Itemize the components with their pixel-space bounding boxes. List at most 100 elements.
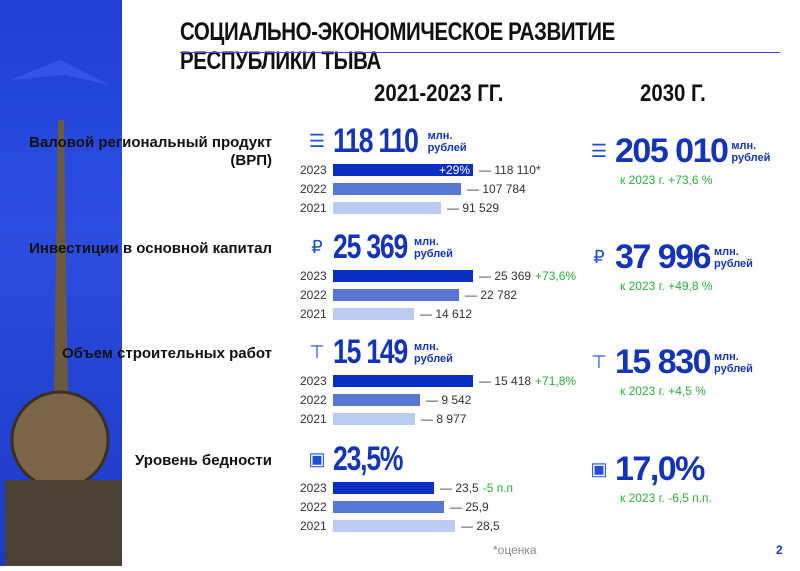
bar <box>333 270 473 282</box>
bar <box>333 183 461 195</box>
bar-year: 2023 <box>300 374 327 388</box>
bar-value: 9 542 <box>441 393 472 407</box>
bar-value: 23,5 <box>455 481 479 495</box>
bar-year: 2022 <box>300 500 327 514</box>
bar <box>333 482 434 494</box>
unit-line1: млн. <box>414 340 439 353</box>
current-value-number: 118 110 <box>333 122 419 160</box>
current-value-number: 25 369 <box>333 228 408 266</box>
current-value: ⊤ 15 149 млн. рублей <box>305 333 453 372</box>
unit-line1: млн. <box>714 350 739 363</box>
bar-row: 2021 — 91 529 <box>300 201 500 215</box>
unit-line1: млн. <box>731 139 757 152</box>
bar-row: 2023 — 25 369 +73,6% <box>300 269 577 283</box>
target-value: ☰ 205 010 млн. рублей к 2023 г. +73,6 % <box>587 132 770 187</box>
bar-row: 2021 — 28,5 <box>300 519 500 533</box>
target-comparison: к 2023 г. +4,5 % <box>620 384 706 398</box>
bar-year: 2021 <box>300 519 327 533</box>
bar-row: 2022 — 25,9 <box>300 500 489 514</box>
bar-year: 2022 <box>300 182 327 196</box>
bar: +29% <box>333 163 473 177</box>
bar <box>333 394 420 406</box>
indicator-section: Валовой региональный продукт (ВРП) ☰ 118… <box>0 122 800 222</box>
crane-icon: ⊤ <box>309 342 325 362</box>
bar-row: 2021 — 14 612 <box>300 307 473 321</box>
wallet-icon: ▣ <box>308 449 326 469</box>
bar-value: 25,9 <box>465 500 489 514</box>
footnote: *оценка <box>493 543 537 557</box>
unit-line1: млн. <box>414 235 439 248</box>
bar-value: 14 612 <box>435 307 473 321</box>
bar-value: 22 782 <box>480 288 518 302</box>
indicator-label: Инвестиции в основной капитал <box>29 240 272 257</box>
unit-line2: рублей <box>714 362 753 375</box>
indicator-label: Уровень бедности <box>135 452 272 469</box>
indicator-section: Инвестиции в основной капитал ₽ 25 369 м… <box>0 228 800 328</box>
page-title: СОЦИАЛЬНО-ЭКОНОМИЧЕСКОЕ РАЗВИТИЕ РЕСПУБЛ… <box>180 18 615 75</box>
current-value: ☰ 118 110 млн. рублей <box>305 122 467 161</box>
bar-row: 2023 — 23,5 -5 п.п <box>300 481 514 495</box>
bar-growth: -5 п.п <box>482 481 514 495</box>
coins-icon: ☰ <box>590 141 608 161</box>
bar-year: 2023 <box>300 481 327 495</box>
current-value-number: 23,5% <box>333 440 404 478</box>
indicator-label: Валовой региональный продукт (ВРП) <box>29 134 272 169</box>
bar-year: 2021 <box>300 307 327 321</box>
title-divider <box>180 52 780 53</box>
bar-value: 25 369 <box>494 269 532 283</box>
bar-value: 28,5 <box>476 519 500 533</box>
ruble-icon: ₽ <box>311 237 323 257</box>
indicator-section: Объем строительных работ ⊤ 15 149 млн. ру… <box>0 333 800 433</box>
bar-value: 118 110* <box>494 163 541 177</box>
bar-row: 2023 — 15 418 +71,8% <box>300 374 577 388</box>
unit-line2: рублей <box>427 141 467 154</box>
target-value: ⊤ 15 830 млн. рублей к 2023 г. +4,5 % <box>587 343 753 398</box>
target-value-number: 205 010 <box>615 132 729 170</box>
bar-growth: +71,8% <box>535 374 577 388</box>
monument-illustration <box>5 60 122 566</box>
bar <box>333 520 455 532</box>
bar <box>333 413 415 425</box>
bar-row: 2022 — 107 784 <box>300 182 526 196</box>
target-value: ▣ 17,0% к 2023 г. -6,5 п.п. <box>587 450 712 505</box>
bar-year: 2022 <box>300 393 327 407</box>
bar-value: 107 784 <box>482 182 526 196</box>
bar-year: 2021 <box>300 412 327 426</box>
indicator-label: Объем строительных работ <box>61 345 272 362</box>
indicator-section: Уровень бедности ▣ 23,5% 2023 — 23,5 -5 … <box>0 440 800 540</box>
crane-icon: ⊤ <box>591 352 607 372</box>
bar <box>333 501 444 513</box>
bar-year: 2023 <box>300 269 327 283</box>
unit-line2: рублей <box>714 257 753 270</box>
unit-line2: рублей <box>414 352 453 365</box>
bar <box>333 375 473 387</box>
page-number: 2 <box>776 543 783 557</box>
coins-icon: ☰ <box>308 131 326 151</box>
column-header-target: 2030 Г. <box>640 80 706 107</box>
bar-row: 2023 +29% — 118 110* <box>300 163 541 177</box>
target-comparison: к 2023 г. +49,8 % <box>620 279 713 293</box>
bar-row: 2021 — 8 977 <box>300 412 467 426</box>
bar <box>333 308 414 320</box>
bar-value: 91 529 <box>462 201 500 215</box>
current-value-number: 15 149 <box>333 333 408 371</box>
target-value-number: 15 830 <box>615 343 712 381</box>
bar <box>333 202 441 214</box>
bar-row: 2022 — 22 782 <box>300 288 518 302</box>
target-value: ₽ 37 996 млн. рублей к 2023 г. +49,8 % <box>587 238 753 293</box>
bar-year: 2021 <box>300 201 327 215</box>
bar-row: 2022 — 9 542 <box>300 393 472 407</box>
monument-photo-panel <box>0 0 122 566</box>
current-value: ₽ 25 369 млн. рублей <box>305 228 453 267</box>
target-comparison: к 2023 г. -6,5 п.п. <box>620 491 712 505</box>
ruble-icon: ₽ <box>593 247 605 267</box>
target-comparison: к 2023 г. +73,6 % <box>620 173 713 187</box>
bar-growth: +73,6% <box>535 269 577 283</box>
bar-year: 2023 <box>300 163 327 177</box>
wallet-icon: ▣ <box>590 459 608 479</box>
unit-line2: рублей <box>731 151 771 164</box>
unit-line1: млн. <box>427 129 453 142</box>
bar-year: 2022 <box>300 288 327 302</box>
target-value-number: 37 996 <box>615 238 712 276</box>
bar <box>333 289 459 301</box>
